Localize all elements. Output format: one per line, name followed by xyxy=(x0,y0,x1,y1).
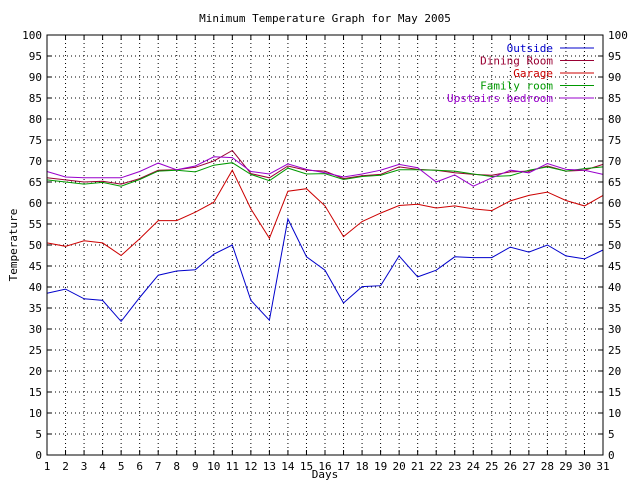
y-tick-label-left: 50 xyxy=(29,239,42,252)
y-tick-label-right: 55 xyxy=(608,218,621,231)
y-tick-label-right: 30 xyxy=(608,323,621,336)
y-tick-label-left: 90 xyxy=(29,71,42,84)
x-tick-label: 19 xyxy=(374,460,387,473)
y-tick-label-left: 45 xyxy=(29,260,42,273)
series-line-upstairs-bedroom xyxy=(46,156,604,187)
x-tick-label: 23 xyxy=(448,460,461,473)
x-axis-label: Days xyxy=(312,468,339,480)
y-tick-label-left: 15 xyxy=(29,386,42,399)
x-tick-label: 21 xyxy=(411,460,424,473)
y-tick-label-left: 30 xyxy=(29,323,42,336)
x-tick-label: 17 xyxy=(337,460,350,473)
legend-label-family-room: Family room xyxy=(480,80,553,93)
x-tick-label: 27 xyxy=(522,460,535,473)
y-axis-label: Temperature xyxy=(7,209,20,282)
x-tick-label: 15 xyxy=(300,460,313,473)
x-tick-label: 5 xyxy=(118,460,125,473)
grid xyxy=(47,35,603,455)
x-tick-label: 3 xyxy=(81,460,88,473)
y-tick-label-right: 15 xyxy=(608,386,621,399)
x-tick-label: 24 xyxy=(467,460,481,473)
axis-ticks xyxy=(46,34,604,456)
x-tick-label: 28 xyxy=(541,460,554,473)
y-tick-label-right: 100 xyxy=(608,29,628,42)
x-tick-label: 9 xyxy=(192,460,199,473)
x-tick-label: 6 xyxy=(136,460,143,473)
series-line-garage xyxy=(46,169,604,257)
y-tick-label-right: 65 xyxy=(608,176,621,189)
y-tick-label-right: 10 xyxy=(608,407,621,420)
x-tick-label: 11 xyxy=(226,460,239,473)
y-tick-label-right: 25 xyxy=(608,344,621,357)
x-tick-label: 1 xyxy=(44,460,51,473)
y-tick-label-left: 60 xyxy=(29,197,42,210)
x-tick-label: 20 xyxy=(393,460,406,473)
series-line-family-room xyxy=(46,162,604,187)
y-tick-label-left: 40 xyxy=(29,281,42,294)
y-tick-label-left: 0 xyxy=(35,449,42,462)
x-tick-label: 7 xyxy=(155,460,162,473)
y-tick-label-left: 75 xyxy=(29,134,42,147)
y-tick-label-right: 70 xyxy=(608,155,621,168)
legend-label-dining-room: Dining Room xyxy=(480,55,553,68)
x-tick-label: 18 xyxy=(355,460,368,473)
y-tick-label-right: 45 xyxy=(608,260,621,273)
y-tick-label-left: 35 xyxy=(29,302,42,315)
y-tick-label-left: 80 xyxy=(29,113,42,126)
y-tick-label-left: 100 xyxy=(22,29,42,42)
y-tick-label-right: 35 xyxy=(608,302,621,315)
x-tick-label: 4 xyxy=(99,460,106,473)
y-tick-label-right: 80 xyxy=(608,113,621,126)
x-tick-label: 29 xyxy=(559,460,572,473)
y-tick-label-right: 20 xyxy=(608,365,621,378)
y-tick-label-left: 65 xyxy=(29,176,42,189)
legend-label-upstairs-bedroom: Upstairs bedroom xyxy=(447,92,553,105)
x-tick-label: 8 xyxy=(173,460,180,473)
series-line-outside xyxy=(46,217,604,323)
legend-label-garage: Garage xyxy=(513,67,553,80)
y-axis-left-labels: 0 5 10 15 20 25 30 35 40 45 50 55 60 65 70 75 80 85 90 95 10… xyxy=(22,29,42,462)
y-tick-label-right: 0 xyxy=(608,449,615,462)
y-tick-label-right: 85 xyxy=(608,92,621,105)
y-tick-label-right: 95 xyxy=(608,50,621,63)
x-tick-label: 10 xyxy=(207,460,220,473)
y-tick-label-left: 5 xyxy=(35,428,42,441)
y-tick-label-left: 25 xyxy=(29,344,42,357)
x-tick-label: 31 xyxy=(596,460,609,473)
x-tick-label: 22 xyxy=(430,460,443,473)
x-axis-labels: 1 2 3 4 5 6 7 8 9 10 11 12 13 14 15 16 17 18 19 20 21 22 23 24 2… xyxy=(44,460,610,473)
x-tick-label: 12 xyxy=(244,460,257,473)
x-tick-label: 2 xyxy=(62,460,69,473)
y-tick-label-left: 20 xyxy=(29,365,42,378)
y-tick-label-right: 40 xyxy=(608,281,621,294)
y-tick-label-left: 85 xyxy=(29,92,42,105)
series-line-dining-room xyxy=(46,149,604,185)
y-axis-right-labels: 0 5 10 15 20 25 30 35 40 45 50 55 60 65 70 75 80 85 90 95 10… xyxy=(608,29,628,462)
x-tick-label: 14 xyxy=(281,460,295,473)
legend-label-outside: Outside xyxy=(507,42,553,55)
x-tick-label: 16 xyxy=(318,460,331,473)
y-tick-label-right: 60 xyxy=(608,197,621,210)
y-tick-label-right: 90 xyxy=(608,71,621,84)
y-tick-label-right: 75 xyxy=(608,134,621,147)
x-tick-label: 13 xyxy=(263,460,276,473)
series-lines xyxy=(46,149,604,323)
y-tick-label-right: 50 xyxy=(608,239,621,252)
chart-title: Minimum Temperature Graph for May 2005 xyxy=(199,12,451,25)
y-tick-label-left: 55 xyxy=(29,218,42,231)
y-tick-label-left: 95 xyxy=(29,50,42,63)
y-tick-label-left: 10 xyxy=(29,407,42,420)
x-tick-label: 26 xyxy=(504,460,517,473)
y-tick-label-left: 70 xyxy=(29,155,42,168)
x-tick-label: 25 xyxy=(485,460,498,473)
plot-frame xyxy=(46,34,604,456)
x-tick-label: 30 xyxy=(578,460,591,473)
y-tick-label-right: 5 xyxy=(608,428,615,441)
